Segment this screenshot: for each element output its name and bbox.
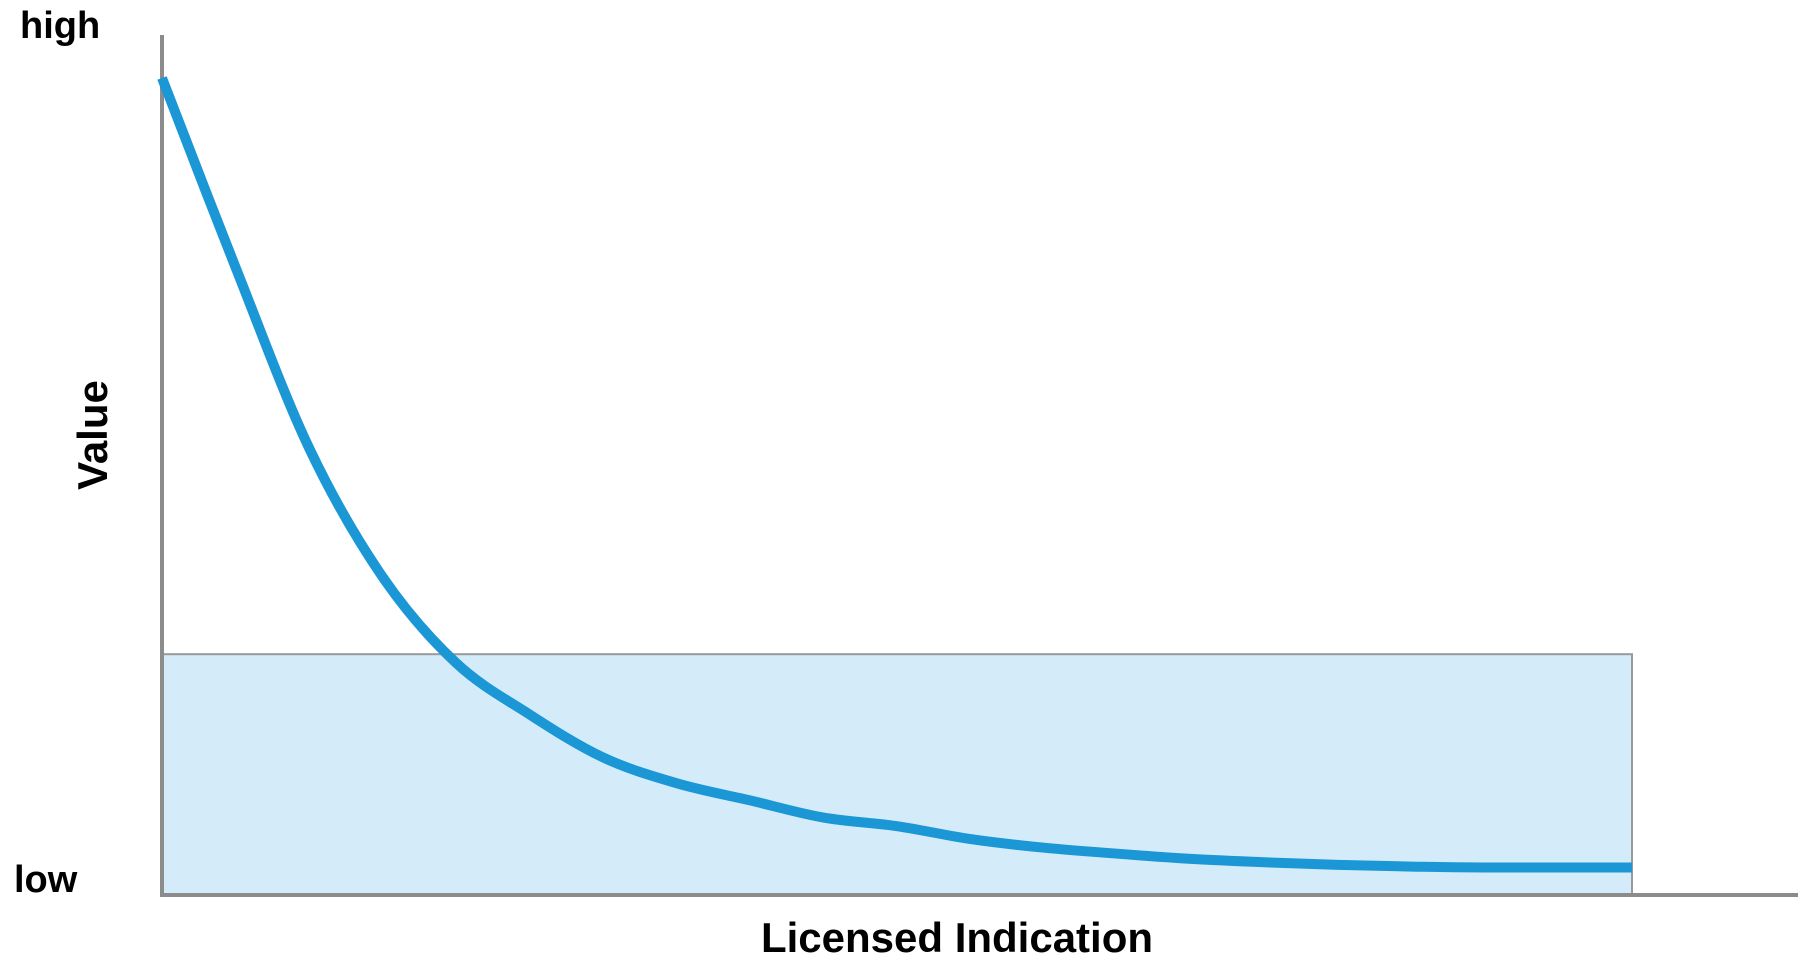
- curve-layer: [157, 76, 1633, 873]
- shaded-region: [161, 653, 1633, 897]
- shaded-region-layer: [161, 653, 1633, 897]
- x-axis-label: Licensed Indication: [761, 914, 1153, 957]
- y-axis-label: Value: [69, 380, 116, 490]
- axes-layer: [160, 35, 1798, 897]
- y-tick-label-low: low: [14, 859, 78, 901]
- y-tick-label-high: high: [20, 5, 100, 47]
- value-curve: [157, 76, 1633, 873]
